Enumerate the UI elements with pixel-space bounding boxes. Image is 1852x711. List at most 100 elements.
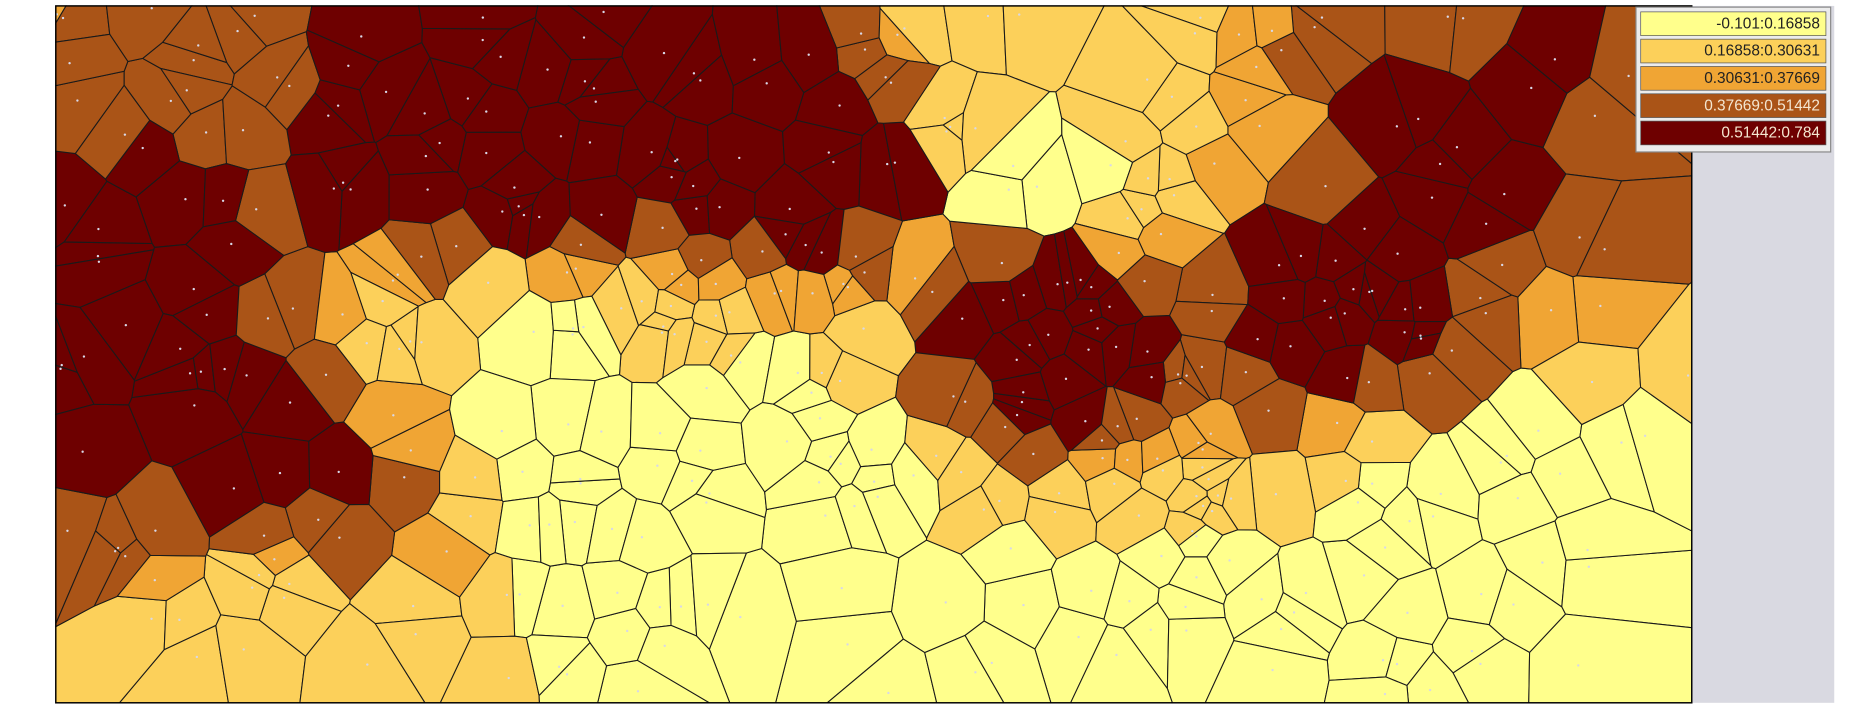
seed-point (1135, 417, 1138, 421)
seed-point (1090, 589, 1093, 592)
seed-point (1274, 493, 1278, 496)
seed-point (753, 58, 756, 61)
seed-point (824, 514, 827, 517)
seed-point (424, 154, 428, 158)
legend-swatch (1640, 66, 1827, 91)
seed-point (1195, 125, 1198, 128)
seed-point (1313, 25, 1316, 29)
seed-point (1270, 29, 1274, 33)
seed-point (896, 33, 899, 36)
seed-point (1053, 510, 1057, 514)
seed-point (499, 55, 502, 59)
seed-point (1450, 349, 1454, 352)
seed-point (1479, 296, 1482, 300)
seed-point (1324, 184, 1327, 188)
seed-point (455, 245, 458, 248)
seed-point (409, 449, 412, 452)
seed-point (832, 160, 835, 164)
seed-point (1211, 293, 1214, 297)
seed-point (262, 534, 266, 537)
seed-point (338, 536, 341, 539)
seed-point (507, 676, 510, 680)
seed-point (1056, 283, 1059, 286)
seed-point (1419, 334, 1422, 337)
seed-point (1199, 16, 1202, 19)
seed-point (1011, 164, 1015, 168)
seed-point (1428, 372, 1431, 375)
voronoi-cell (1177, 524, 1224, 558)
seed-point (1002, 298, 1005, 302)
seed-point (1419, 337, 1423, 340)
seed-point (1329, 316, 1332, 319)
seed-point (1289, 345, 1292, 348)
seed-point (204, 131, 208, 134)
seed-point (1586, 548, 1589, 552)
voronoi-cell (439, 434, 503, 501)
seed-point (1271, 668, 1274, 672)
seed-point (889, 81, 893, 84)
seed-point (501, 210, 504, 213)
seed-point (169, 99, 173, 103)
seed-point (839, 462, 842, 466)
seed-point (1408, 519, 1411, 523)
seed-point (1406, 611, 1409, 615)
seed-point (842, 282, 845, 286)
seed-point (154, 529, 157, 532)
seed-point (349, 188, 352, 191)
seed-point (518, 593, 521, 596)
seed-point (1244, 99, 1247, 102)
seed-point (381, 299, 384, 303)
voronoi-cell (1039, 353, 1107, 411)
seed-point (1500, 263, 1504, 267)
seed-point (788, 207, 791, 211)
seed-point (903, 27, 906, 30)
seed-point (113, 550, 117, 553)
seed-point (486, 281, 490, 284)
seed-point (870, 448, 873, 451)
seed-point (1367, 380, 1371, 384)
seed-point (640, 536, 644, 539)
seed-point (1343, 312, 1346, 315)
seed-point (1480, 592, 1483, 596)
seed-point (1108, 305, 1111, 308)
seed-point (1146, 78, 1149, 81)
seed-point (1383, 546, 1387, 549)
seed-point (188, 372, 192, 375)
seed-point (1516, 496, 1520, 500)
seed-point (1323, 299, 1326, 303)
seed-point (1396, 252, 1399, 255)
seed-point (1201, 504, 1205, 508)
seed-point (893, 161, 897, 164)
seed-point (961, 317, 964, 320)
seed-point (959, 470, 963, 474)
legend-swatch (1640, 11, 1827, 36)
map-root: -0.101:0.16858 0.16858:0.30631 0.30631:0.3… (55, 5, 1835, 704)
seed-point (438, 141, 441, 145)
seed-point (728, 311, 731, 314)
seed-point (862, 327, 865, 330)
seed-point (1368, 290, 1371, 294)
voronoi-cell (1323, 676, 1410, 704)
seed-point (974, 671, 977, 674)
voronoi-cell (1008, 264, 1048, 322)
seed-point (1113, 482, 1116, 485)
seed-point (582, 325, 585, 329)
seed-point (616, 591, 619, 594)
seed-point (1170, 95, 1174, 98)
seed-point (1114, 345, 1118, 349)
seed-point (986, 14, 990, 18)
seed-point (341, 181, 345, 184)
seed-point (97, 227, 100, 231)
seed-point (1146, 177, 1150, 180)
seed-point (1590, 380, 1594, 384)
seed-point (1558, 472, 1562, 475)
seed-point (469, 515, 472, 518)
seed-point (820, 251, 823, 254)
seed-point (571, 333, 574, 336)
seed-point (123, 133, 127, 136)
seed-point (255, 208, 258, 211)
seed-point (221, 199, 225, 202)
voronoi-cell (1249, 449, 1317, 548)
seed-point (695, 207, 698, 210)
seed-point (1022, 391, 1025, 394)
